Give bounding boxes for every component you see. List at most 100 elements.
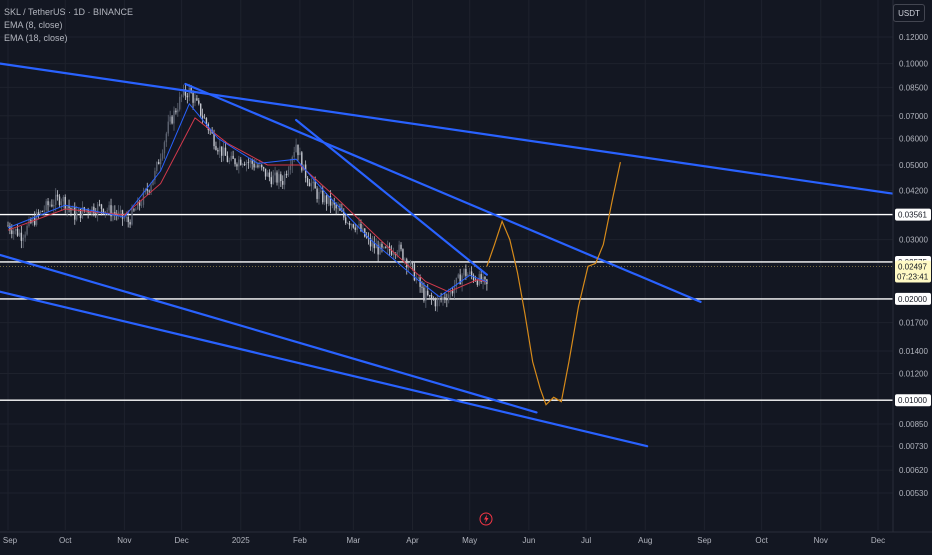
candle-body bbox=[262, 167, 265, 169]
candle-body bbox=[299, 152, 301, 156]
candle-body bbox=[285, 173, 288, 176]
candle-body bbox=[169, 116, 171, 122]
candle-body bbox=[209, 130, 211, 131]
chart-legend: SKL / TetherUS · 1D · BINANCE EMA (8, cl… bbox=[4, 6, 133, 45]
candle-body bbox=[75, 212, 78, 220]
candle-body bbox=[236, 164, 238, 167]
candle-body bbox=[428, 295, 431, 296]
level-label-text: 0.02000 bbox=[898, 295, 927, 304]
candle-body bbox=[421, 286, 423, 288]
candle-body bbox=[324, 195, 326, 203]
candle-body bbox=[26, 225, 28, 235]
candle-body bbox=[304, 164, 307, 178]
candle-body bbox=[217, 149, 219, 152]
candle-body bbox=[404, 259, 406, 261]
candle-body bbox=[203, 117, 206, 119]
candle-body bbox=[259, 164, 261, 167]
candle-body bbox=[140, 204, 143, 206]
candle-body bbox=[127, 216, 129, 223]
candle-body bbox=[434, 299, 437, 307]
candle-body bbox=[173, 110, 175, 124]
candle-body bbox=[226, 155, 229, 162]
price-tick-label: 0.10000 bbox=[899, 60, 928, 69]
candle-body bbox=[54, 194, 57, 205]
time-tick-label: Mar bbox=[346, 536, 360, 545]
candle-body bbox=[32, 217, 34, 224]
candle-body bbox=[417, 277, 419, 279]
time-axis-panel bbox=[0, 532, 932, 550]
candle-body bbox=[448, 294, 450, 301]
candle-body bbox=[100, 204, 103, 209]
candle-body bbox=[201, 115, 204, 118]
candle-body bbox=[179, 96, 181, 110]
candle-body bbox=[232, 155, 234, 159]
level-price-label: 0.02000 bbox=[895, 292, 931, 305]
time-tick-label: Dec bbox=[175, 536, 189, 545]
candle-body bbox=[396, 252, 398, 255]
candle-body bbox=[68, 205, 70, 209]
candle-body bbox=[282, 181, 284, 185]
level-label-box bbox=[895, 208, 931, 221]
candle-body bbox=[314, 181, 316, 189]
candle-body bbox=[247, 162, 250, 163]
alert-bolt-icon[interactable] bbox=[479, 512, 493, 526]
candle-body bbox=[346, 222, 349, 224]
candle-body bbox=[291, 157, 293, 166]
candle-body bbox=[287, 169, 290, 176]
candle-body bbox=[406, 259, 408, 268]
candle-body bbox=[146, 189, 148, 191]
candle-body bbox=[469, 271, 471, 275]
candle-body bbox=[381, 243, 383, 248]
level-label-box bbox=[895, 394, 931, 407]
candle-body bbox=[436, 299, 438, 307]
candle-body bbox=[364, 228, 366, 237]
candle-body bbox=[455, 277, 458, 287]
candle-body bbox=[264, 168, 267, 177]
candle-body bbox=[459, 274, 461, 285]
candle-body bbox=[220, 146, 223, 156]
candle-body bbox=[318, 191, 320, 199]
candle-body bbox=[45, 201, 47, 211]
candle-body bbox=[74, 207, 76, 220]
candle-body bbox=[196, 98, 198, 101]
candle-body bbox=[392, 253, 395, 255]
candle-body bbox=[316, 188, 318, 199]
candle-body bbox=[270, 177, 272, 185]
candle-body bbox=[430, 295, 433, 299]
candle-body bbox=[467, 274, 469, 276]
candle-body bbox=[85, 209, 87, 211]
currency-button[interactable]: USDT bbox=[893, 4, 925, 22]
symbol-title[interactable]: SKL / TetherUS · 1D · BINANCE bbox=[4, 7, 134, 17]
candle-body bbox=[276, 172, 278, 183]
candle-body bbox=[148, 190, 150, 192]
candle-body bbox=[339, 207, 341, 211]
candle-body bbox=[274, 172, 276, 176]
candle-body bbox=[335, 204, 337, 209]
candle-body bbox=[34, 217, 36, 225]
candle-body bbox=[472, 275, 475, 281]
candle-body bbox=[348, 222, 351, 226]
candle-body bbox=[297, 144, 299, 156]
level-price-label: 0.03561 bbox=[895, 208, 931, 221]
candle-body bbox=[325, 195, 328, 204]
current-price-box bbox=[895, 260, 931, 283]
candle-body bbox=[320, 190, 322, 192]
candle-body bbox=[56, 194, 59, 197]
candle-body bbox=[108, 205, 110, 211]
ema-fast-legend[interactable]: EMA (8, close) bbox=[4, 20, 63, 30]
candle-body bbox=[272, 175, 274, 185]
candle-body bbox=[425, 290, 427, 301]
candle-body bbox=[154, 170, 156, 181]
candle-body bbox=[35, 212, 38, 225]
candle-body bbox=[58, 196, 61, 206]
candle-body bbox=[312, 181, 314, 184]
time-tick-label: Apr bbox=[406, 536, 419, 545]
candle-body bbox=[341, 210, 343, 212]
level-label-box bbox=[895, 292, 931, 305]
candle-body bbox=[379, 243, 381, 255]
ema-slow-legend[interactable]: EMA (18, close) bbox=[4, 33, 68, 43]
time-tick-label: Nov bbox=[814, 536, 828, 545]
candle-body bbox=[62, 196, 65, 202]
